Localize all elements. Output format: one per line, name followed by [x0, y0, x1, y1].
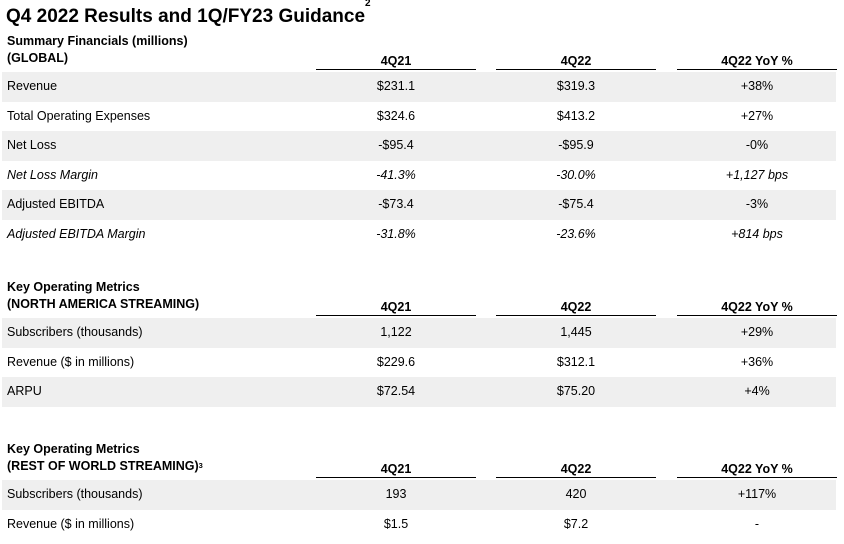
- table-row: Revenue $231.1 $319.3 +38%: [2, 72, 836, 102]
- cell-yoy: +4%: [744, 384, 770, 398]
- cell-yoy: -0%: [745, 138, 769, 152]
- table-row: Adjusted EBITDA -$73.4 -$75.4 -3%: [2, 190, 836, 220]
- cell-4q21: 1,122: [380, 325, 412, 339]
- cell-4q22: $413.2: [556, 108, 596, 123]
- cell-4q22: $75.20: [556, 384, 596, 398]
- cell-yoy: +814 bps: [731, 226, 783, 241]
- col-header-4q21: 4Q21: [316, 461, 476, 478]
- table-row: Subscribers (thousands) 1,122 1,445 +29%: [2, 318, 836, 348]
- cell-4q22: 1,445: [560, 325, 592, 339]
- cell-4q21: -41.3%: [376, 167, 416, 182]
- col-header-yoy: 4Q22 YoY %: [677, 299, 837, 316]
- cell-yoy: +29%: [740, 325, 774, 339]
- cell-yoy: +1,127 bps: [725, 167, 789, 182]
- section-label: Key Operating Metrics (NORTH AMERICA STR…: [7, 280, 200, 311]
- section-label: Key Operating Metrics (REST OF WORLD STR…: [7, 442, 203, 473]
- cell-4q22: $312.1: [556, 354, 596, 369]
- col-header-yoy: 4Q22 YoY %: [677, 461, 837, 478]
- cell-yoy: +27%: [740, 108, 774, 123]
- section-label: Summary Financials (millions) (GLOBAL): [7, 34, 188, 65]
- cell-4q21: 193: [385, 487, 407, 501]
- table-row: Net Loss Margin -41.3% -30.0% +1,127 bps: [2, 161, 836, 191]
- section-header: Key Operating Metrics (REST OF WORLD STR…: [0, 441, 844, 480]
- cell-4q22: -$75.4: [558, 197, 594, 211]
- cell-yoy: -: [754, 516, 760, 531]
- cell-4q22: 420: [565, 487, 587, 501]
- cell-4q22: -$95.9: [558, 138, 594, 152]
- cell-yoy: +117%: [737, 487, 777, 501]
- col-header-4q22: 4Q22: [496, 53, 656, 70]
- row-label: Total Operating Expenses: [7, 108, 151, 123]
- section-header: Summary Financials (millions) (GLOBAL) 4…: [0, 33, 844, 72]
- table-row: Net Loss -$95.4 -$95.9 -0%: [2, 131, 836, 161]
- row-label: ARPU: [7, 384, 42, 398]
- cell-4q21: -31.8%: [376, 226, 416, 241]
- row-label: Revenue ($ in millions): [7, 354, 135, 369]
- section-header: Key Operating Metrics (NORTH AMERICA STR…: [0, 279, 844, 318]
- row-label: Adjusted EBITDA Margin: [7, 226, 146, 241]
- cell-4q21: -$73.4: [378, 197, 414, 211]
- section-footnote: 3: [198, 461, 203, 470]
- cell-4q21: $72.54: [376, 384, 416, 398]
- cell-4q21: $231.1: [376, 79, 416, 93]
- title-footnote: 2: [365, 0, 371, 9]
- row-label: Subscribers (thousands): [7, 325, 143, 339]
- col-header-4q22: 4Q22: [496, 299, 656, 316]
- cell-yoy: +38%: [740, 79, 774, 93]
- table-row: ARPU $72.54 $75.20 +4%: [2, 377, 836, 407]
- cell-4q21: -$95.4: [378, 138, 414, 152]
- row-label: Net Loss Margin: [7, 167, 99, 182]
- table-row: Total Operating Expenses $324.6 $413.2 +…: [2, 102, 836, 132]
- table-row: Adjusted EBITDA Margin -31.8% -23.6% +81…: [2, 220, 836, 250]
- cell-4q21: $1.5: [383, 516, 409, 531]
- section-north-america: Key Operating Metrics (NORTH AMERICA STR…: [0, 279, 844, 407]
- cell-4q21: $229.6: [376, 354, 416, 369]
- cell-4q22: -23.6%: [556, 226, 596, 241]
- cell-4q22: -30.0%: [556, 167, 596, 182]
- section-global: Summary Financials (millions) (GLOBAL) 4…: [0, 33, 844, 249]
- col-header-4q21: 4Q21: [316, 299, 476, 316]
- row-label: Adjusted EBITDA: [7, 197, 105, 211]
- row-label: Subscribers (thousands): [7, 487, 143, 501]
- col-header-4q21: 4Q21: [316, 53, 476, 70]
- section-rest-of-world: Key Operating Metrics (REST OF WORLD STR…: [0, 441, 844, 539]
- cell-4q22: $7.2: [563, 516, 589, 531]
- cell-yoy: +36%: [740, 354, 774, 369]
- col-header-4q22: 4Q22: [496, 461, 656, 478]
- cell-4q21: $324.6: [376, 108, 416, 123]
- row-label: Revenue ($ in millions): [7, 516, 135, 531]
- table-row: Revenue ($ in millions) $1.5 $7.2 -: [2, 510, 836, 540]
- cell-yoy: -3%: [745, 197, 769, 211]
- page-title: Q4 2022 Results and 1Q/FY23 Guidance2: [6, 0, 371, 27]
- row-label: Revenue: [7, 79, 58, 93]
- col-header-yoy: 4Q22 YoY %: [677, 53, 837, 70]
- table-row: Revenue ($ in millions) $229.6 $312.1 +3…: [2, 348, 836, 378]
- cell-4q22: $319.3: [556, 79, 596, 93]
- row-label: Net Loss: [7, 138, 57, 152]
- table-row: Subscribers (thousands) 193 420 +117%: [2, 480, 836, 510]
